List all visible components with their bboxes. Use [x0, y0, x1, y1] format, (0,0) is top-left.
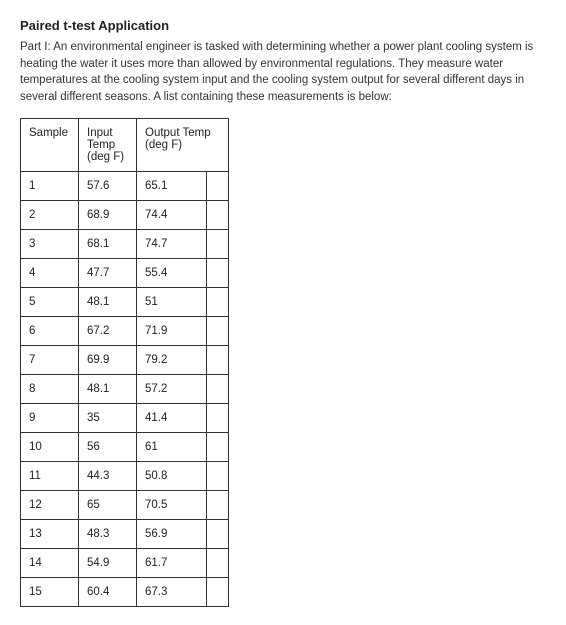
- cell-input: 65: [79, 490, 137, 519]
- table-row: 11 44.3 50.8: [21, 461, 229, 490]
- cell-output: 51: [137, 287, 207, 316]
- cell-output: 61.7: [137, 548, 207, 577]
- cell-output: 56.9: [137, 519, 207, 548]
- cell-input: 48.1: [79, 374, 137, 403]
- cell-extra: [207, 548, 229, 577]
- measurements-table: Sample Input Temp (deg F) Output Temp (d…: [20, 118, 229, 607]
- table-row: 5 48.1 51: [21, 287, 229, 316]
- cell-sample: 14: [21, 548, 79, 577]
- cell-input: 35: [79, 403, 137, 432]
- cell-extra: [207, 490, 229, 519]
- cell-input: 54.9: [79, 548, 137, 577]
- table-row: 4 47.7 55.4: [21, 258, 229, 287]
- cell-output: 71.9: [137, 316, 207, 345]
- table-body: 1 57.6 65.1 2 68.9 74.4 3 68.1 74.7 4 47…: [21, 171, 229, 606]
- table-row: 15 60.4 67.3: [21, 577, 229, 606]
- cell-extra: [207, 577, 229, 606]
- cell-input: 47.7: [79, 258, 137, 287]
- cell-extra: [207, 171, 229, 200]
- cell-extra: [207, 519, 229, 548]
- cell-extra: [207, 374, 229, 403]
- cell-sample: 5: [21, 287, 79, 316]
- cell-sample: 9: [21, 403, 79, 432]
- cell-sample: 8: [21, 374, 79, 403]
- cell-output: 41.4: [137, 403, 207, 432]
- cell-sample: 4: [21, 258, 79, 287]
- table-row: 6 67.2 71.9: [21, 316, 229, 345]
- cell-output: 61: [137, 432, 207, 461]
- cell-input: 69.9: [79, 345, 137, 374]
- cell-sample: 12: [21, 490, 79, 519]
- cell-sample: 10: [21, 432, 79, 461]
- table-row: 1 57.6 65.1: [21, 171, 229, 200]
- cell-extra: [207, 432, 229, 461]
- cell-sample: 7: [21, 345, 79, 374]
- cell-sample: 11: [21, 461, 79, 490]
- cell-sample: 1: [21, 171, 79, 200]
- cell-input: 48.1: [79, 287, 137, 316]
- cell-input: 44.3: [79, 461, 137, 490]
- cell-extra: [207, 200, 229, 229]
- cell-input: 56: [79, 432, 137, 461]
- table-row: 2 68.9 74.4: [21, 200, 229, 229]
- cell-extra: [207, 258, 229, 287]
- cell-extra: [207, 229, 229, 258]
- table-row: 12 65 70.5: [21, 490, 229, 519]
- cell-sample: 3: [21, 229, 79, 258]
- cell-sample: 2: [21, 200, 79, 229]
- cell-sample: 13: [21, 519, 79, 548]
- cell-input: 68.9: [79, 200, 137, 229]
- cell-extra: [207, 287, 229, 316]
- cell-input: 48.3: [79, 519, 137, 548]
- cell-output: 57.2: [137, 374, 207, 403]
- cell-extra: [207, 316, 229, 345]
- page-title: Paired t-test Application: [20, 18, 546, 33]
- cell-output: 79.2: [137, 345, 207, 374]
- cell-sample: 15: [21, 577, 79, 606]
- cell-output: 65.1: [137, 171, 207, 200]
- cell-input: 68.1: [79, 229, 137, 258]
- col-header-output: Output Temp (deg F): [137, 118, 229, 171]
- table-row: 7 69.9 79.2: [21, 345, 229, 374]
- cell-sample: 6: [21, 316, 79, 345]
- cell-output: 74.4: [137, 200, 207, 229]
- col-header-input: Input Temp (deg F): [79, 118, 137, 171]
- cell-input: 60.4: [79, 577, 137, 606]
- cell-extra: [207, 345, 229, 374]
- table-row: 9 35 41.4: [21, 403, 229, 432]
- table-header-row: Sample Input Temp (deg F) Output Temp (d…: [21, 118, 229, 171]
- cell-output: 67.3: [137, 577, 207, 606]
- cell-output: 74.7: [137, 229, 207, 258]
- table-row: 3 68.1 74.7: [21, 229, 229, 258]
- cell-extra: [207, 461, 229, 490]
- cell-output: 55.4: [137, 258, 207, 287]
- col-header-sample: Sample: [21, 118, 79, 171]
- cell-input: 67.2: [79, 316, 137, 345]
- cell-input: 57.6: [79, 171, 137, 200]
- intro-paragraph: Part I: An environmental engineer is tas…: [20, 39, 546, 106]
- table-row: 10 56 61: [21, 432, 229, 461]
- cell-extra: [207, 403, 229, 432]
- table-row: 13 48.3 56.9: [21, 519, 229, 548]
- table-row: 8 48.1 57.2: [21, 374, 229, 403]
- table-row: 14 54.9 61.7: [21, 548, 229, 577]
- cell-output: 70.5: [137, 490, 207, 519]
- cell-output: 50.8: [137, 461, 207, 490]
